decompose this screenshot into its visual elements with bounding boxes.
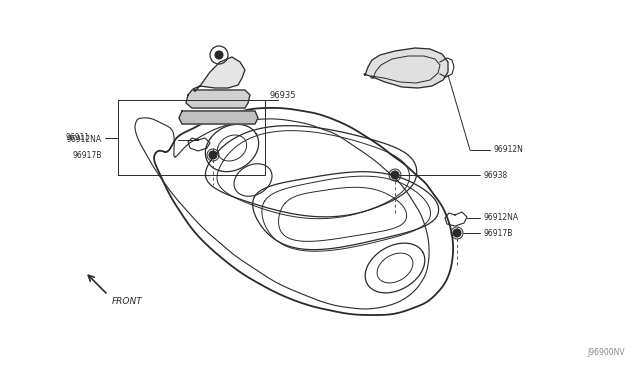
Text: 96912N: 96912N	[493, 145, 523, 154]
Polygon shape	[179, 111, 258, 124]
Text: 96911: 96911	[65, 134, 89, 142]
Polygon shape	[193, 57, 245, 91]
Circle shape	[209, 151, 217, 159]
Circle shape	[453, 229, 461, 237]
Text: 96917B: 96917B	[483, 228, 513, 237]
Circle shape	[391, 171, 399, 179]
Text: 96912NA: 96912NA	[67, 135, 102, 144]
Text: J96900NV: J96900NV	[588, 348, 625, 357]
Text: 96935: 96935	[270, 92, 296, 100]
Text: 96912NA: 96912NA	[483, 214, 518, 222]
Polygon shape	[364, 48, 448, 88]
Polygon shape	[186, 90, 250, 108]
Text: 96917B: 96917B	[72, 151, 102, 160]
Text: FRONT: FRONT	[112, 298, 143, 307]
Circle shape	[215, 51, 223, 59]
Text: 96938: 96938	[483, 170, 508, 180]
